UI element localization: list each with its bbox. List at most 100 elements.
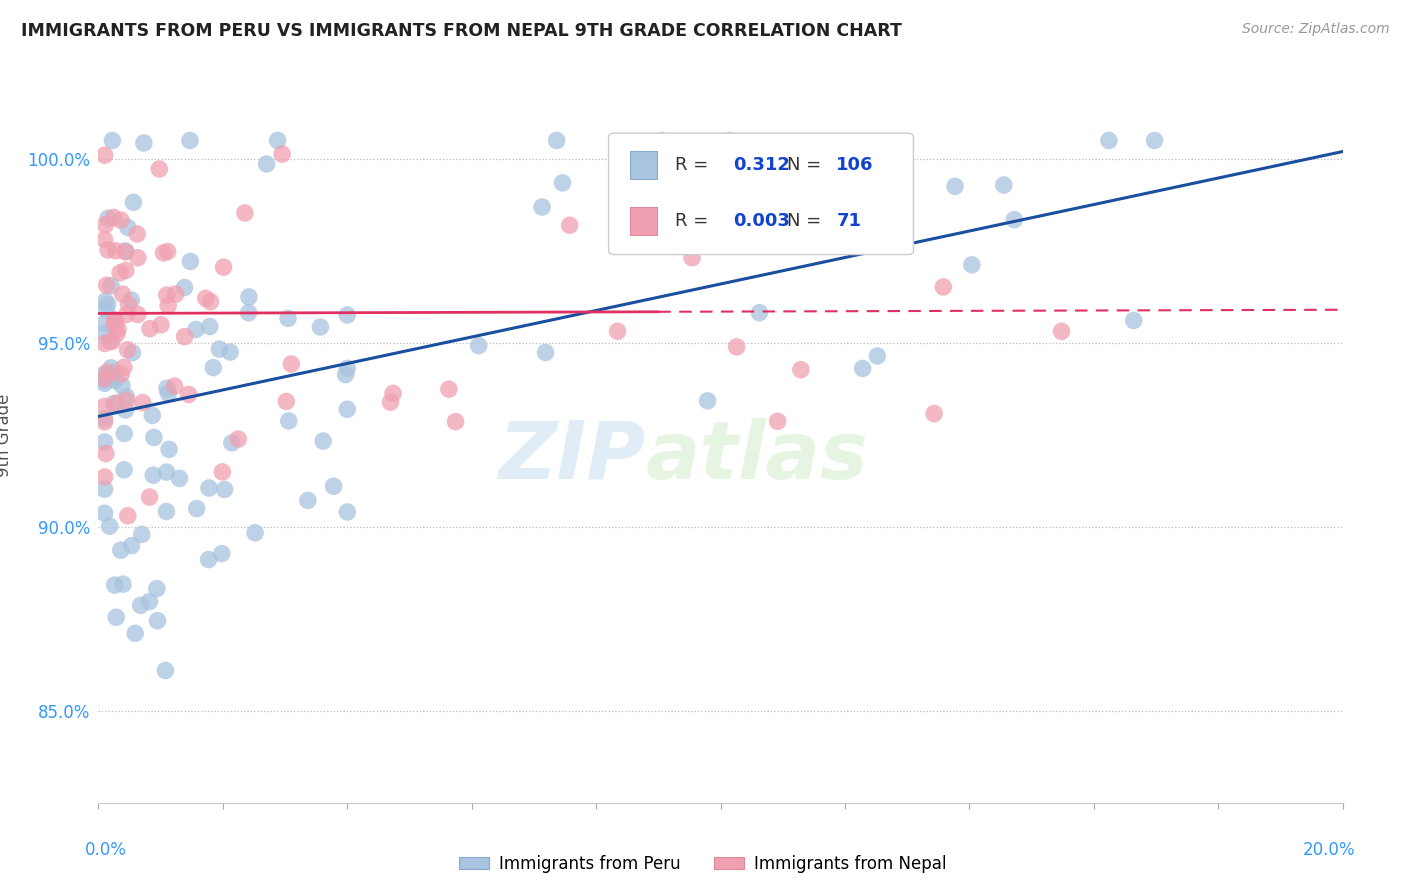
Text: R =: R = — [675, 212, 713, 230]
Point — [104, 315, 127, 329]
Point — [1002, 212, 1025, 227]
Point — [546, 134, 568, 148]
Point — [105, 326, 128, 341]
Point — [922, 407, 945, 421]
Point — [103, 365, 125, 379]
Point — [100, 360, 122, 375]
Point — [139, 322, 162, 336]
Point — [336, 361, 359, 376]
Point — [117, 220, 139, 235]
Point — [94, 302, 117, 317]
Point — [208, 342, 231, 356]
Point — [606, 324, 628, 338]
Point — [97, 297, 120, 311]
Point — [186, 501, 208, 516]
Point — [534, 345, 557, 359]
Point — [143, 430, 166, 444]
Point — [297, 493, 319, 508]
Point — [103, 211, 125, 225]
Point — [1143, 134, 1166, 148]
Point — [382, 386, 405, 401]
Point — [127, 307, 149, 321]
Point — [238, 306, 260, 320]
Point — [98, 519, 121, 533]
Point — [179, 254, 201, 268]
Point — [141, 409, 163, 423]
Point — [110, 367, 132, 381]
Text: N =: N = — [786, 212, 827, 230]
Point — [718, 134, 741, 148]
Point — [238, 290, 260, 304]
Text: Source: ZipAtlas.com: Source: ZipAtlas.com — [1241, 22, 1389, 37]
Point — [93, 316, 115, 330]
Point — [93, 435, 115, 450]
Point — [271, 147, 294, 161]
Point — [93, 373, 115, 387]
Point — [233, 206, 256, 220]
Point — [93, 371, 115, 385]
Point — [852, 361, 875, 376]
Point — [725, 340, 748, 354]
Point — [93, 326, 115, 340]
Point — [112, 426, 135, 441]
Point — [157, 299, 180, 313]
Point — [93, 376, 115, 391]
Point — [173, 329, 195, 343]
Legend: Immigrants from Peru, Immigrants from Nepal: Immigrants from Peru, Immigrants from Ne… — [453, 848, 953, 880]
Point — [93, 482, 115, 496]
Point — [276, 394, 298, 409]
Point — [177, 387, 200, 401]
Point — [336, 505, 359, 519]
Point — [696, 393, 718, 408]
Point — [312, 434, 335, 448]
Point — [156, 288, 179, 302]
Point — [468, 339, 491, 353]
Point — [94, 294, 117, 309]
Point — [94, 446, 117, 460]
Point — [129, 599, 152, 613]
Point — [94, 218, 117, 232]
Point — [108, 266, 131, 280]
Point — [309, 320, 332, 334]
Point — [93, 415, 115, 429]
Point — [105, 610, 128, 624]
Point — [157, 442, 180, 457]
Point — [103, 396, 125, 410]
Text: 0.003: 0.003 — [733, 212, 790, 230]
Point — [766, 414, 789, 428]
Text: 0.0%: 0.0% — [84, 841, 127, 859]
Point — [124, 626, 146, 640]
Point — [157, 386, 180, 401]
Point — [101, 334, 124, 349]
Point — [146, 614, 169, 628]
Point — [132, 136, 155, 150]
Text: atlas: atlas — [645, 418, 869, 496]
Point — [219, 345, 242, 359]
Point — [111, 378, 134, 392]
Point — [960, 258, 983, 272]
Text: N =: N = — [786, 156, 827, 174]
Point — [98, 334, 121, 348]
Point — [104, 374, 127, 388]
Point — [243, 525, 266, 540]
Point — [97, 211, 120, 226]
Point — [104, 370, 127, 384]
Point — [114, 244, 136, 258]
Point — [112, 360, 135, 375]
Point — [114, 403, 136, 417]
Point — [93, 367, 115, 381]
Point — [184, 322, 207, 336]
Point — [155, 504, 177, 518]
Point — [149, 318, 172, 332]
Point — [531, 200, 554, 214]
Bar — [630, 208, 657, 235]
Point — [105, 396, 128, 410]
Point — [117, 343, 139, 357]
Point — [114, 244, 136, 259]
Point — [146, 582, 169, 596]
Point — [322, 479, 344, 493]
Bar — [630, 151, 657, 178]
Point — [156, 381, 179, 395]
Point — [107, 322, 129, 336]
Point — [1122, 313, 1144, 327]
